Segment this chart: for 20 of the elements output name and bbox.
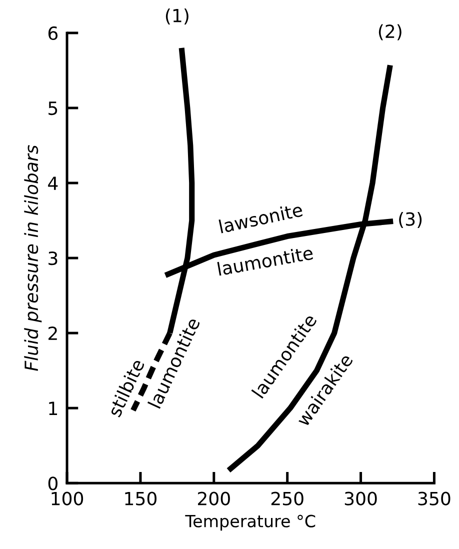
x-axis-title: Temperature °C	[185, 514, 316, 531]
y-tick-label: 3	[48, 251, 58, 266]
x-tick-label: 350	[418, 492, 450, 506]
y-tick-label: 5	[48, 102, 58, 116]
x-tick-label: 150	[125, 492, 156, 506]
y-tick-label: 6	[48, 26, 58, 40]
annotation: lawsonite	[218, 202, 304, 234]
annotation: (2)	[378, 24, 402, 40]
y-tick-label: 1	[49, 402, 58, 415]
annotation: (3)	[399, 212, 422, 228]
annotation: laumontite	[217, 246, 314, 276]
x-tick-label: 200	[198, 492, 230, 506]
y-axis-title: Fluid pressure in kilobars	[24, 145, 42, 371]
y-tick-label: 0	[48, 476, 58, 490]
x-tick-label: 250	[271, 492, 304, 506]
x-tick-label: 100	[52, 492, 84, 506]
text: (1)	[166, 8, 188, 25]
x-tick-label: 300	[344, 492, 377, 506]
y-tick-label: 4	[48, 176, 58, 190]
y-tick-label: 2	[48, 326, 57, 340]
